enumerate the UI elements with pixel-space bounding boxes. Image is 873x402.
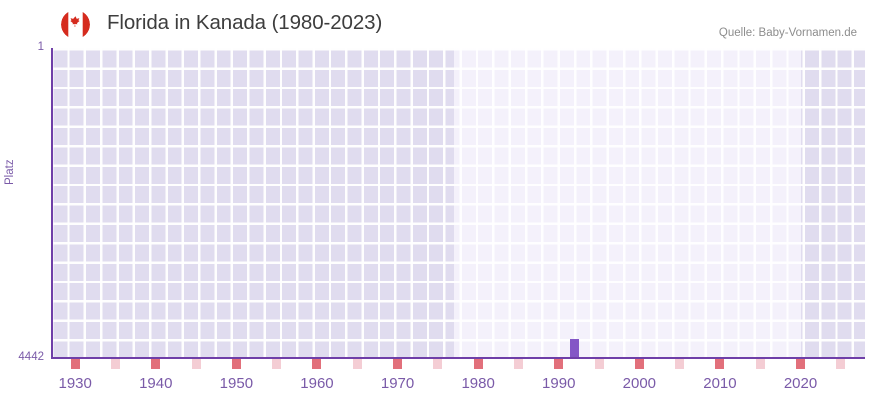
x-axis-tick-major — [231, 359, 241, 369]
x-axis-tick-major — [393, 359, 403, 369]
x-axis-tick-major — [796, 359, 806, 369]
x-axis-tick-label: 1940 — [139, 375, 173, 392]
x-axis-tick-minor — [755, 359, 765, 369]
x-axis-tick-label: 1930 — [58, 375, 92, 392]
y-axis-line — [51, 48, 53, 358]
source-label: Quelle: Baby-Vornamen.de — [718, 27, 857, 39]
canada-flag-icon — [61, 10, 90, 39]
x-axis-tick-label: 2010 — [703, 375, 737, 392]
plot-area — [51, 48, 865, 358]
x-axis-tick-minor — [433, 359, 443, 369]
x-axis-tick-minor — [272, 359, 282, 369]
x-axis-tick-minor — [675, 359, 685, 369]
y-axis-tick-label-top-text: 1 — [37, 41, 44, 53]
x-axis-tick-label: 1980 — [461, 375, 495, 392]
x-axis-line — [51, 357, 865, 359]
x-axis-tick-major — [151, 359, 161, 369]
x-axis-tick-label: 1990 — [542, 375, 576, 392]
data-bar[interactable] — [570, 339, 580, 358]
x-axis-tick-major — [70, 359, 80, 369]
x-axis-tick-label: 1960 — [300, 375, 334, 392]
shaded-band — [800, 48, 865, 358]
y-axis-tick-label-bottom-text: 4442 — [18, 351, 44, 363]
chart-header: Florida in Kanada (1980-2023) Quelle: Ba… — [0, 0, 873, 46]
x-axis-tick-minor — [513, 359, 523, 369]
x-axis-tick-label: 1950 — [219, 375, 254, 392]
x-axis-tick-major — [715, 359, 725, 369]
x-axis-tick-minor — [191, 359, 201, 369]
x-axis-tick-major — [554, 359, 564, 369]
x-axis-tick-label: 2020 — [783, 375, 818, 392]
x-axis-tick-minor — [836, 359, 846, 369]
x-axis-tick-label: 2000 — [622, 375, 657, 392]
x-axis-tick-major — [312, 359, 322, 369]
x-axis-tick-minor — [594, 359, 604, 369]
x-axis-tick-major — [473, 359, 483, 369]
shaded-band — [51, 48, 454, 358]
x-axis-tick-label: 1970 — [380, 375, 415, 392]
y-axis-title: Platz — [4, 159, 16, 185]
x-axis-tick-minor — [110, 359, 120, 369]
x-axis-tick-minor — [352, 359, 362, 369]
plot-wrapper — [51, 48, 865, 359]
x-axis-tick-major — [634, 359, 644, 369]
page-title: Florida in Kanada (1980-2023) — [107, 11, 383, 34]
